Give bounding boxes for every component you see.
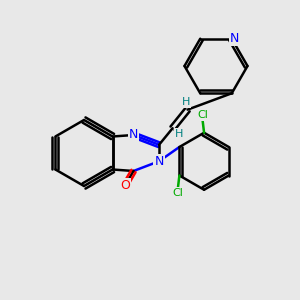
Text: Cl: Cl (197, 110, 208, 120)
Text: Cl: Cl (172, 188, 183, 198)
Text: N: N (154, 155, 164, 168)
Text: O: O (120, 179, 130, 192)
Text: N: N (230, 32, 239, 45)
Text: H: H (175, 129, 183, 139)
Text: N: N (129, 128, 138, 142)
Text: H: H (182, 97, 190, 107)
